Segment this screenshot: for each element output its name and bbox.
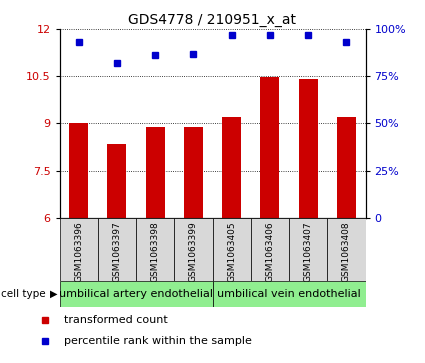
Text: cell type: cell type: [1, 289, 45, 299]
Bar: [298, 79, 317, 218]
Bar: [145, 127, 164, 218]
Bar: [289, 218, 327, 281]
Text: GSM1063396: GSM1063396: [74, 221, 83, 282]
Text: umbilical vein endothelial: umbilical vein endothelial: [217, 289, 361, 299]
Text: GSM1063406: GSM1063406: [265, 221, 275, 282]
Text: GSM1063407: GSM1063407: [303, 221, 313, 282]
Text: transformed count: transformed count: [64, 315, 167, 325]
Bar: [222, 117, 241, 218]
Text: ▶: ▶: [50, 289, 58, 299]
Text: GSM1063399: GSM1063399: [189, 221, 198, 282]
Bar: [107, 144, 127, 218]
Bar: [212, 218, 251, 281]
Bar: [184, 127, 203, 218]
Bar: [337, 117, 356, 218]
Bar: [212, 281, 366, 307]
Bar: [260, 77, 280, 218]
Text: umbilical artery endothelial: umbilical artery endothelial: [59, 289, 213, 299]
Bar: [60, 281, 212, 307]
Text: GSM1063398: GSM1063398: [150, 221, 160, 282]
Bar: [60, 218, 98, 281]
Bar: [98, 218, 136, 281]
Title: GDS4778 / 210951_x_at: GDS4778 / 210951_x_at: [128, 13, 297, 26]
Text: GSM1063408: GSM1063408: [342, 221, 351, 282]
Text: GSM1063397: GSM1063397: [112, 221, 122, 282]
Text: percentile rank within the sample: percentile rank within the sample: [64, 336, 252, 346]
Text: GSM1063405: GSM1063405: [227, 221, 236, 282]
Bar: [251, 218, 289, 281]
Bar: [69, 123, 88, 218]
Bar: [327, 218, 366, 281]
Bar: [136, 218, 174, 281]
Bar: [174, 218, 212, 281]
